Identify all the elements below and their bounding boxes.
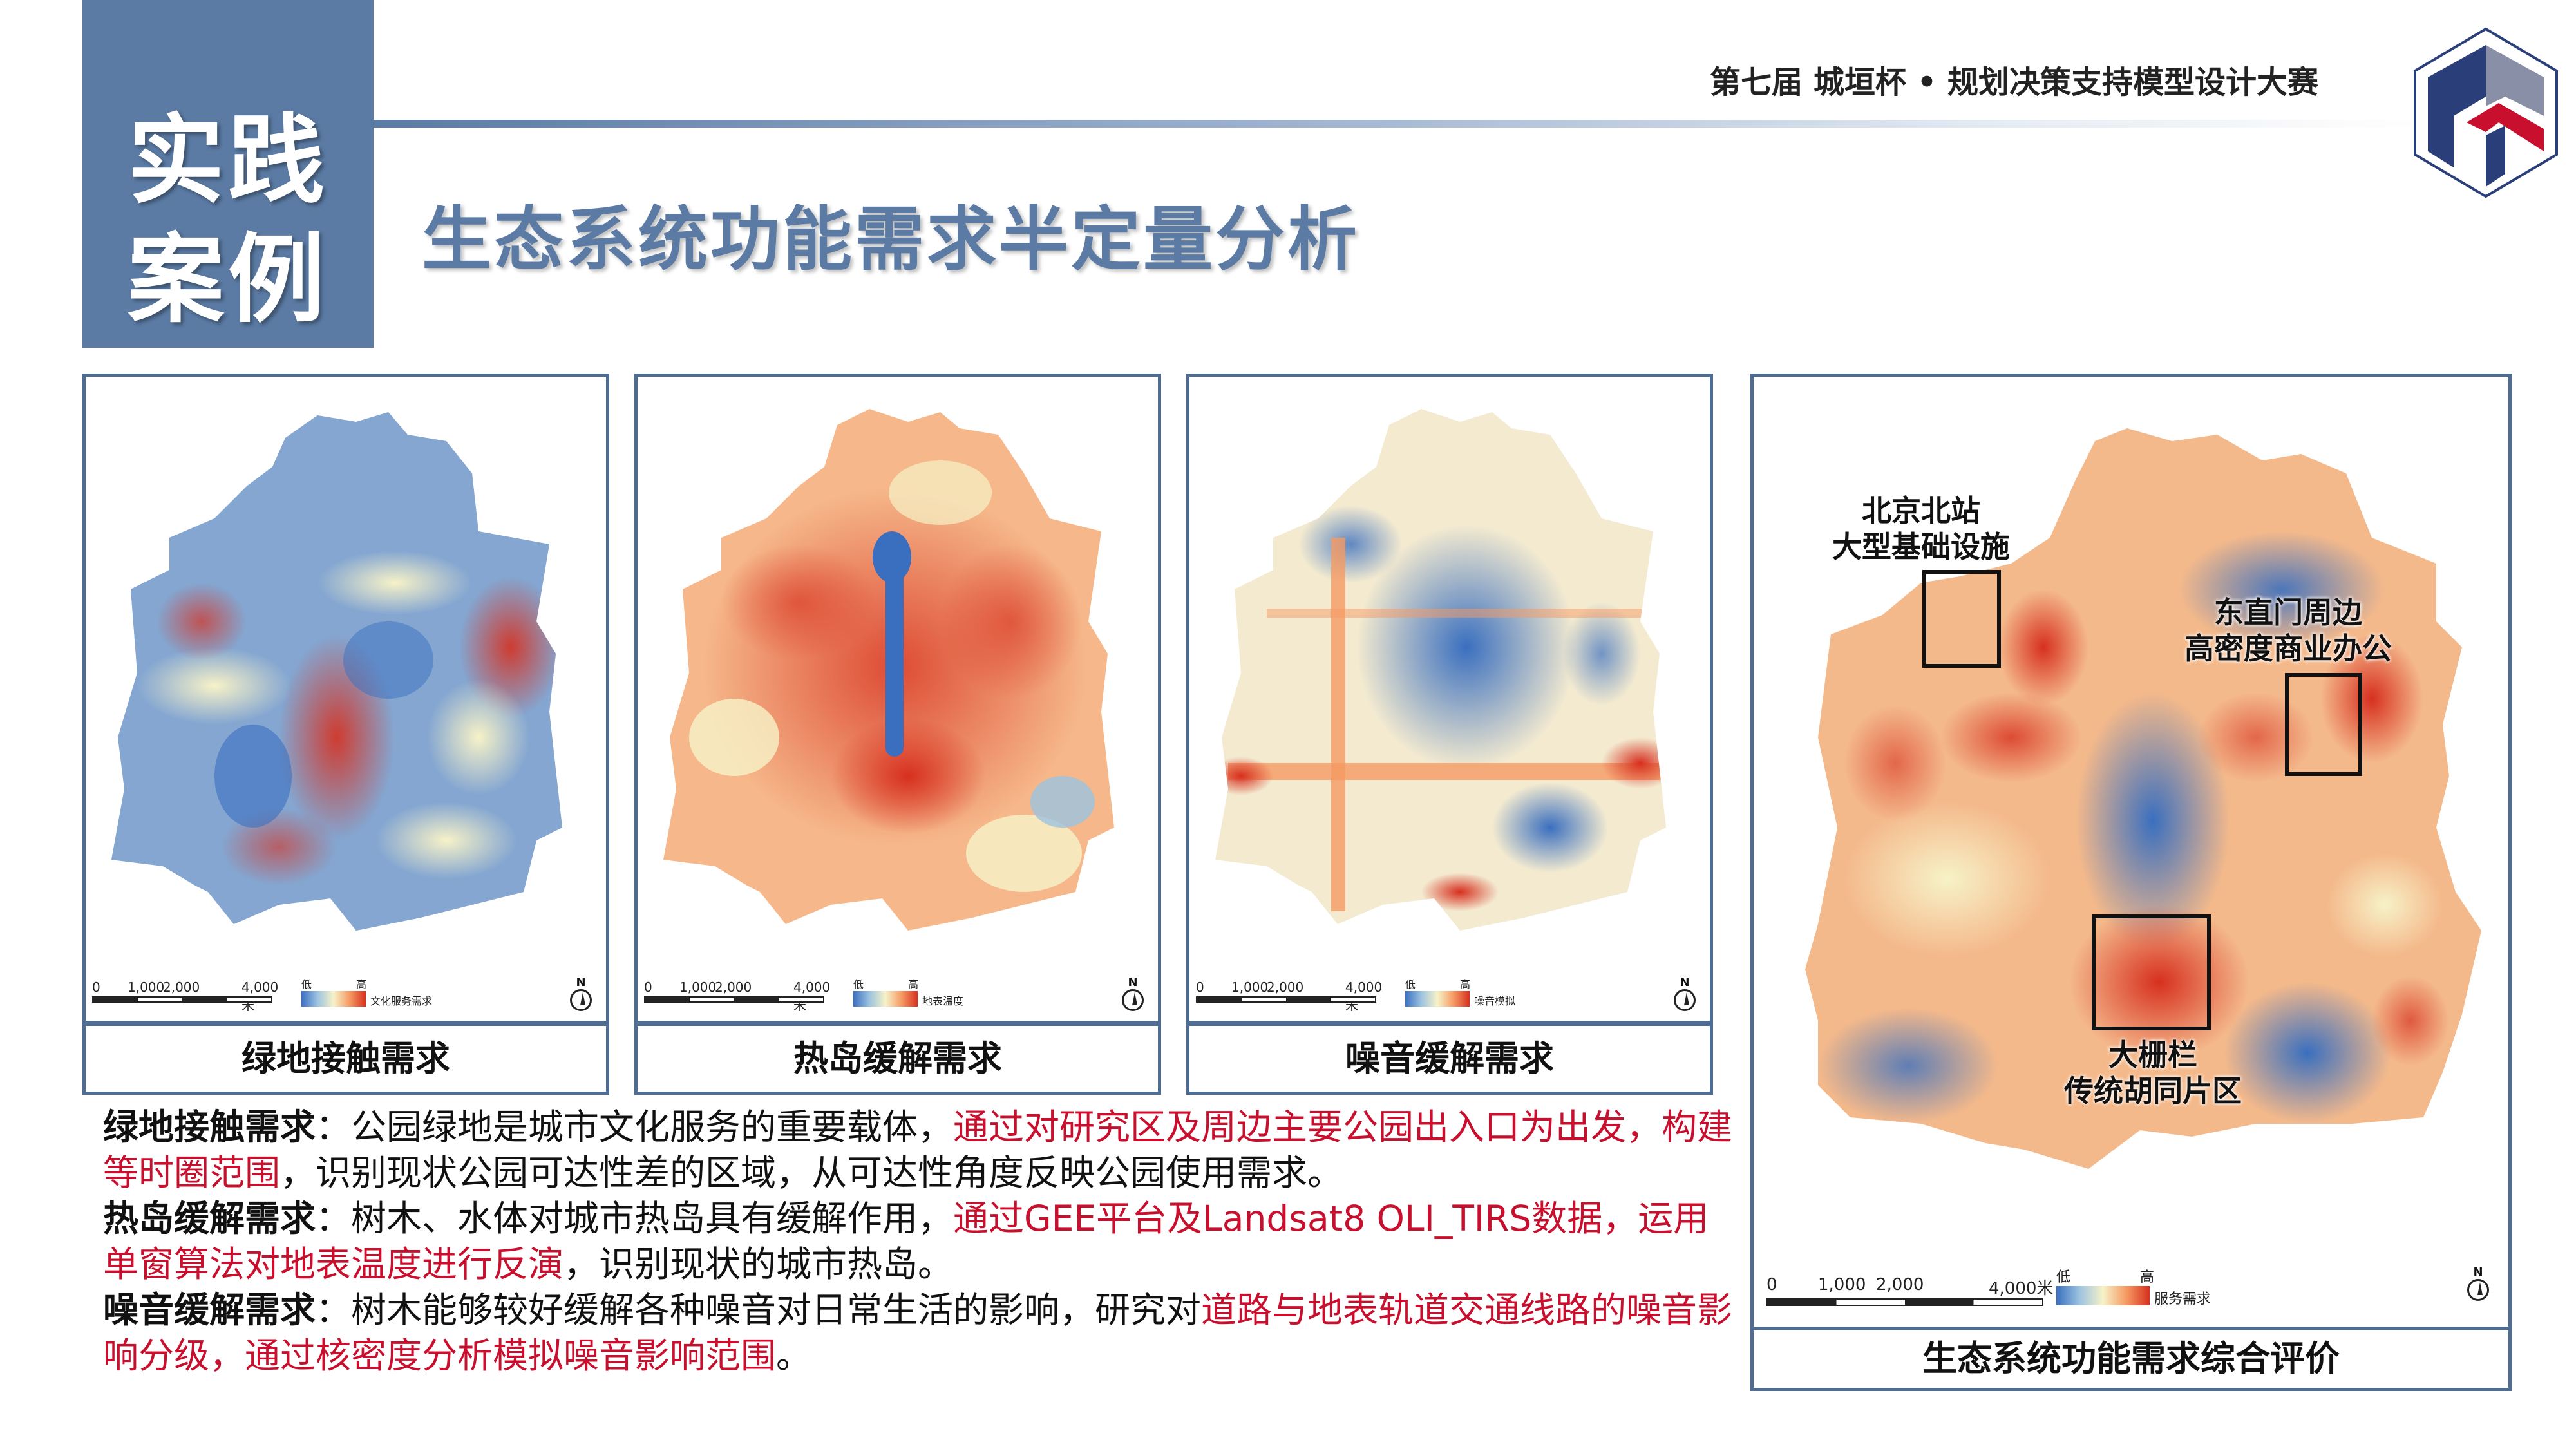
description-colon: ： xyxy=(316,1106,352,1148)
page-title: 生态系统功能需求半定量分析 xyxy=(422,200,1360,280)
side-label-block: 实践 案例 xyxy=(82,0,374,348)
description-paragraph: 噪音缓解需求：树木能够较好缓解各种噪音对日常生活的影响，研究对道路与地表轨道交通… xyxy=(103,1287,1739,1379)
description-highlight: 通过GEE平台及Landsat8 OLI_TIRS数据，运用单窗算法对地表温度进… xyxy=(103,1198,1709,1285)
scale-label: 0 xyxy=(1196,980,1204,995)
side-label-line2: 案例 xyxy=(127,224,328,336)
description-paragraph: 绿地接触需求：公园绿地是城市文化服务的重要载体，通过对研究区及周边主要公园出入口… xyxy=(103,1104,1739,1196)
description-paragraph: 热岛缓解需求：树木、水体对城市热岛具有缓解作用，通过GEE平台及Landsat8… xyxy=(103,1196,1739,1287)
caption-noise: 噪音缓解需求 xyxy=(1186,1023,1713,1095)
legend-color-ramp xyxy=(853,991,918,1007)
competition-logo-icon xyxy=(2414,27,2558,198)
highlight-box-dashilan xyxy=(2092,914,2211,1030)
scale-label: 1,000 xyxy=(1231,980,1269,995)
scale-label: 1,000 xyxy=(128,980,165,995)
legend-name: 文化服务需求 xyxy=(370,995,433,1007)
annotation-line: 大型基础设施 xyxy=(1832,529,2010,564)
scale-label: 4,000米 xyxy=(1989,1279,2054,1298)
description-text: 绿地接触需求：公园绿地是城市文化服务的重要载体，通过对研究区及周边主要公园出入口… xyxy=(103,1104,1739,1379)
legend-color-ramp xyxy=(1405,991,1470,1007)
highlight-box-beijing-north xyxy=(1922,570,2001,668)
noise-map xyxy=(1215,409,1666,931)
description-colon: ： xyxy=(316,1289,352,1331)
legend-low-label: 低 xyxy=(853,978,864,990)
annotation-line: 东直门周边 xyxy=(2214,595,2362,630)
legend-name: 噪音模拟 xyxy=(1474,995,1516,1007)
annotation-line: 大栅栏 xyxy=(2108,1037,2197,1072)
north-label: N xyxy=(2473,1265,2483,1279)
description-text-segment: 树木能够较好缓解各种噪音对日常生活的影响，研究对 xyxy=(351,1289,1202,1331)
legend-high-label: 高 xyxy=(1460,978,1471,990)
scale-label: 2,000 xyxy=(715,980,752,995)
combined-demand-map xyxy=(1805,428,2481,1169)
description-label: 绿地接触需求 xyxy=(103,1106,316,1148)
highlight-box-dongzhimen xyxy=(2285,673,2362,776)
scale-label: 2,000 xyxy=(1267,980,1304,995)
description-label: 噪音缓解需求 xyxy=(103,1289,316,1331)
competition-title: 第七届 城垣杯 • 规划决策支持模型设计大赛 xyxy=(1710,64,2318,100)
caption-combined: 生态系统功能需求综合评价 xyxy=(1750,1327,2512,1391)
caption-green-contact: 绿地接触需求 xyxy=(82,1023,609,1095)
annotation-dongzhimen: 东直门周边 高密度商业办公 xyxy=(2153,594,2423,667)
north-label: N xyxy=(1680,976,1690,989)
north-arrow-icon: N xyxy=(2467,1265,2489,1301)
heat-island-map xyxy=(663,409,1114,931)
legend-name: 服务需求 xyxy=(2154,1291,2211,1307)
description-label: 热岛缓解需求 xyxy=(103,1198,316,1239)
annotation-line: 高密度商业办公 xyxy=(2184,631,2392,666)
map-panel-heat-island: 0 1,000 2,000 4,000米 低 高 地表温度 N xyxy=(634,374,1161,1024)
annotation-dashilan: 大栅栏 传统胡同片区 xyxy=(2024,1037,2282,1109)
description-text-segment: ，识别现状公园可达性差的区域，从可达性角度反映公园使用需求。 xyxy=(280,1152,1343,1193)
map-panel-combined: 北京北站 大型基础设施 东直门周边 高密度商业办公 大栅栏 传统胡同片区 0 1… xyxy=(1750,374,2512,1340)
legend-high-label: 高 xyxy=(2140,1269,2155,1285)
description-text-segment: 。 xyxy=(776,1335,812,1376)
scale-label: 2,000 xyxy=(163,980,200,995)
north-arrow-icon: N xyxy=(1122,976,1144,1011)
legend-color-ramp xyxy=(301,991,366,1007)
scale-label: 0 xyxy=(644,980,652,995)
scale-label: 1,000 xyxy=(679,980,717,995)
description-text-segment: 公园绿地是城市文化服务的重要载体， xyxy=(351,1106,954,1148)
legend-color-ramp xyxy=(2056,1286,2150,1305)
scale-label: 2,000 xyxy=(1876,1275,1924,1294)
legend-low-label: 低 xyxy=(2056,1269,2071,1285)
description-colon: ： xyxy=(316,1198,352,1239)
annotation-line: 北京北站 xyxy=(1862,493,1980,528)
scale-label: 0 xyxy=(92,980,100,995)
header-divider xyxy=(374,120,2421,128)
legend-low-label: 低 xyxy=(1405,978,1416,990)
legend-high-label: 高 xyxy=(356,978,367,990)
north-label: N xyxy=(576,976,586,989)
legend-name: 地表温度 xyxy=(922,995,964,1007)
legend-low-label: 低 xyxy=(301,978,312,990)
map-panel-noise: 0 1,000 2,000 4,000米 低 高 噪音模拟 N xyxy=(1186,374,1713,1024)
scale-label: 0 xyxy=(1766,1275,1777,1294)
description-highlight: 通过对研究区及周边主要公园出入口为出发，构建等时圈范围 xyxy=(103,1106,1733,1193)
description-text-segment: 树木、水体对城市热岛具有缓解作用， xyxy=(351,1198,954,1239)
annotation-beijing-north: 北京北站 大型基础设施 xyxy=(1818,493,2024,565)
description-text-segment: ，识别现状的城市热岛。 xyxy=(564,1244,954,1285)
side-label-line1: 实践 xyxy=(127,105,328,217)
scale-label: 1,000 xyxy=(1818,1275,1866,1294)
north-arrow-icon: N xyxy=(1674,976,1696,1011)
green-contact-map xyxy=(111,412,562,931)
north-label: N xyxy=(1128,976,1138,989)
description-highlight: 道路与地表轨道交通线路的噪音影响分级，通过核密度分析模拟噪音影响范围 xyxy=(103,1289,1733,1376)
north-arrow-icon: N xyxy=(570,976,592,1011)
caption-heat-island: 热岛缓解需求 xyxy=(634,1023,1161,1095)
annotation-line: 传统胡同片区 xyxy=(2064,1074,2242,1108)
legend-high-label: 高 xyxy=(908,978,919,990)
map-panel-green-contact: 0 1,000 2,000 4,000米 低 高 文化服务需求 N xyxy=(82,374,609,1024)
